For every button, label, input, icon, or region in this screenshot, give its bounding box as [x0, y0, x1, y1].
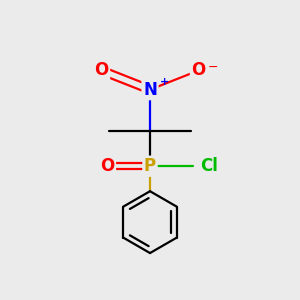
Text: O: O [100, 157, 114, 175]
Text: O: O [191, 61, 206, 80]
Text: P: P [144, 157, 156, 175]
Text: O: O [94, 61, 109, 80]
Text: +: + [160, 77, 169, 87]
Text: Cl: Cl [200, 157, 218, 175]
Text: N: N [143, 81, 157, 99]
Text: −: − [208, 61, 218, 74]
